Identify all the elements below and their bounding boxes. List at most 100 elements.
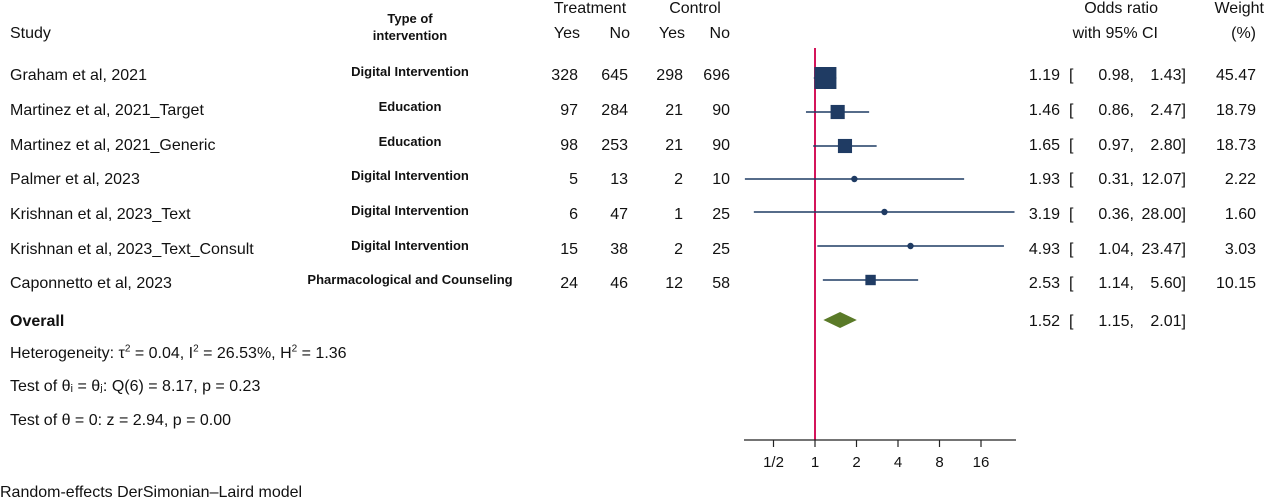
header-weight-line1: Weight [1214,0,1264,17]
ci-upper: 12.07] [1141,171,1186,188]
study-name: Graham et al, 2021 [10,67,147,84]
header-type-line2: intervention [372,28,448,43]
intervention-type: Digital Intervention [351,168,469,183]
overall-bracket: [ [1069,313,1074,330]
control-yes: 21 [665,137,683,154]
odds-ratio: 2.53 [1028,275,1060,292]
ci-upper: 1.43] [1150,67,1186,84]
ci-bracket: [ [1069,275,1074,292]
study-name: Krishnan et al, 2023_Text_Consult [10,241,254,258]
treatment-yes: 6 [569,206,578,223]
overall-diamond [823,312,857,328]
odds-ratio: 1.93 [1028,171,1060,188]
treatment-no: 284 [601,102,628,119]
overall-or: 1.52 [1028,313,1060,330]
intervention-type: Education [378,134,442,149]
ci-upper: 2.80] [1150,137,1186,154]
control-yes: 21 [665,102,683,119]
ci-bracket: [ [1069,102,1074,119]
control-yes: 1 [674,206,683,223]
control-no: 90 [712,137,730,154]
header-treatment-no: No [609,25,630,42]
treatment-no: 46 [610,275,628,292]
ci-bracket: [ [1069,67,1074,84]
treatment-yes: 97 [560,102,578,119]
odds-ratio: 1.65 [1028,137,1060,154]
header-type-line1: Type of [387,11,433,26]
heterogeneity-text: Heterogeneity: τ2 = 0.04, I2 = 26.53%, H… [10,343,347,362]
control-yes: 2 [674,241,683,258]
weight-percent: 2.22 [1224,171,1256,188]
control-no: 10 [712,171,730,188]
ci-upper: 23.47] [1141,241,1186,258]
ci-upper: 5.60] [1150,275,1186,292]
treatment-yes: 98 [560,137,578,154]
weight-percent: 1.60 [1224,206,1256,223]
overall-label: Overall [10,313,65,330]
weight-square-marker [814,67,837,89]
study-name: Martinez et al, 2021_Generic [10,137,216,154]
header-or-line2: with 95% CI [1072,25,1158,42]
header-weight-line2: (%) [1231,25,1256,42]
point-estimate-marker [851,175,858,183]
weight-square-marker [837,138,853,154]
overall-lo: 1.15, [1098,313,1134,330]
weight-square-marker [830,104,845,120]
treatment-yes: 15 [560,241,578,258]
ci-lower: 0.36, [1098,206,1134,223]
odds-ratio: 3.19 [1028,206,1060,223]
treatment-no: 47 [610,206,628,223]
test-effect-text: Test of θ = 0: z = 2.94, p = 0.00 [10,412,232,429]
treatment-no: 645 [601,67,628,84]
model-footnote: Random-effects DerSimonian–Laird model [0,484,303,501]
ci-lower: 0.97, [1098,137,1134,154]
control-no: 58 [712,275,730,292]
x-tick-label: 1/2 [763,454,784,471]
header-control-no: No [709,25,730,42]
study-name: Krishnan et al, 2023_Text [10,206,191,223]
odds-ratio: 1.46 [1028,102,1060,119]
weight-percent: 18.79 [1215,102,1256,119]
intervention-type: Pharmacological and Counseling [307,272,513,287]
ci-bracket: [ [1069,241,1074,258]
treatment-no: 253 [601,137,628,154]
ci-lower: 0.98, [1098,67,1134,84]
intervention-type: Digital Intervention [351,238,469,253]
ci-lower: 0.31, [1098,171,1134,188]
point-estimate-marker [907,242,914,250]
ci-upper: 28.00] [1141,206,1186,223]
header-control-yes: Yes [658,25,685,42]
study-name: Palmer et al, 2023 [10,171,140,188]
control-no: 696 [703,67,730,84]
weight-percent: 18.73 [1215,137,1256,154]
test-homogeneity-text: Test of θᵢ = θⱼ: Q(6) = 8.17, p = 0.23 [10,378,261,395]
treatment-yes: 328 [551,67,578,84]
treatment-no: 13 [610,171,628,188]
header-or-line1: Odds ratio [1084,0,1158,17]
ci-bracket: [ [1069,137,1074,154]
ci-lower: 0.86, [1098,102,1134,119]
treatment-yes: 24 [560,275,578,292]
control-yes: 298 [656,67,683,84]
treatment-no: 38 [610,241,628,258]
odds-ratio: 1.19 [1028,67,1060,84]
ci-bracket: [ [1069,171,1074,188]
ci-lower: 1.04, [1098,241,1134,258]
control-no: 25 [712,206,730,223]
x-tick-label: 4 [894,454,902,471]
header-treatment-yes: Yes [553,25,580,42]
treatment-yes: 5 [569,171,578,188]
header-treatment: Treatment [553,0,627,17]
intervention-type: Digital Intervention [351,203,469,218]
weight-percent: 10.15 [1215,275,1256,292]
header-control: Control [669,0,721,17]
study-name: Martinez et al, 2021_Target [10,102,204,119]
control-no: 25 [712,241,730,258]
intervention-type: Digital Intervention [351,64,469,79]
x-tick-label: 16 [973,454,990,471]
control-yes: 2 [674,171,683,188]
ci-lower: 1.14, [1098,275,1134,292]
x-tick-label: 1 [811,454,819,471]
control-no: 90 [712,102,730,119]
